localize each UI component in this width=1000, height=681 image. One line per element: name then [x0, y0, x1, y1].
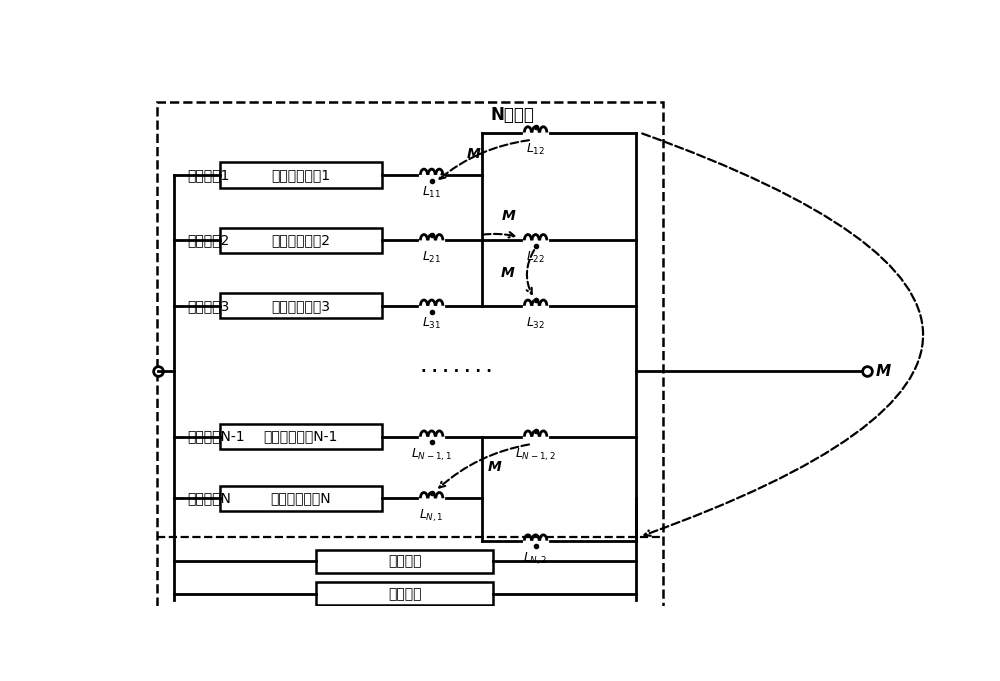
FancyBboxPatch shape	[220, 424, 382, 449]
Text: M: M	[466, 146, 480, 161]
FancyBboxPatch shape	[220, 486, 382, 511]
Text: $L_{12}$: $L_{12}$	[526, 142, 545, 157]
Text: 载流支路2: 载流支路2	[188, 234, 230, 247]
Text: 电力电子器件N-1: 电力电子器件N-1	[264, 430, 338, 444]
Text: $L_{N-1,2}$: $L_{N-1,2}$	[515, 446, 556, 462]
Text: 电力电子器件3: 电力电子器件3	[271, 299, 330, 313]
Text: 缓冲支路: 缓冲支路	[388, 554, 421, 569]
Text: N为偶数: N为偶数	[491, 106, 534, 124]
Text: M: M	[487, 460, 501, 475]
Text: 载流支路N-1: 载流支路N-1	[188, 430, 245, 444]
Text: M: M	[502, 209, 516, 223]
Text: M: M	[876, 364, 891, 379]
FancyBboxPatch shape	[316, 550, 493, 573]
Text: 电力电子器件N: 电力电子器件N	[270, 491, 331, 505]
Text: $L_{N,2}$: $L_{N,2}$	[523, 550, 548, 567]
Text: $L_{22}$: $L_{22}$	[526, 250, 545, 265]
Text: $L_{11}$: $L_{11}$	[422, 185, 441, 200]
Text: 载流支路1: 载流支路1	[188, 168, 230, 182]
Text: $L_{32}$: $L_{32}$	[526, 315, 545, 330]
Text: $L_{N-1,1}$: $L_{N-1,1}$	[411, 446, 452, 462]
FancyBboxPatch shape	[220, 162, 382, 187]
FancyBboxPatch shape	[220, 293, 382, 319]
Text: . . . . . . .: . . . . . . .	[421, 360, 492, 375]
Text: 耗能支路: 耗能支路	[388, 587, 421, 601]
FancyBboxPatch shape	[316, 582, 493, 605]
Text: 载流支路N: 载流支路N	[188, 491, 231, 505]
FancyBboxPatch shape	[220, 227, 382, 253]
Text: $L_{N,1}$: $L_{N,1}$	[419, 508, 444, 524]
Text: 电力电子器件2: 电力电子器件2	[271, 234, 330, 247]
Text: M: M	[500, 266, 514, 280]
Text: $L_{21}$: $L_{21}$	[422, 250, 441, 265]
Text: 电力电子器件1: 电力电子器件1	[271, 168, 330, 182]
Text: 载流支路3: 载流支路3	[188, 299, 230, 313]
Text: $L_{31}$: $L_{31}$	[422, 315, 441, 330]
